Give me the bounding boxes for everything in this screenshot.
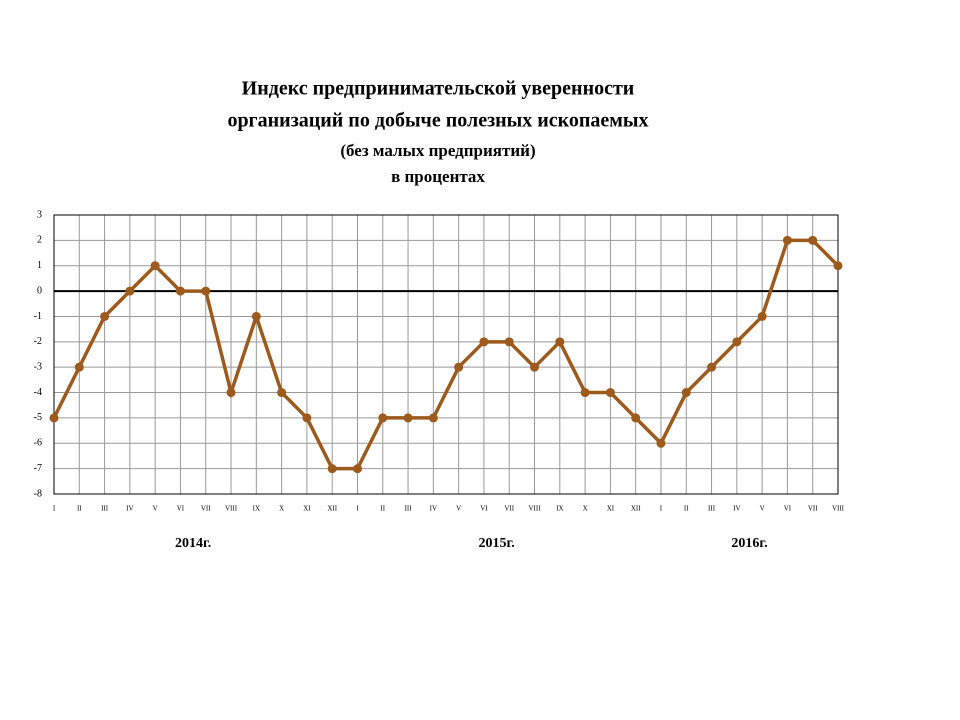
y-tick-label: -8 [34,488,42,499]
x-tick-label: VII [808,505,818,513]
y-tick-label: -6 [34,438,42,449]
x-tick-label: X [279,505,284,513]
y-tick-label: -4 [34,387,42,398]
x-tick-label: III [708,505,716,513]
x-tick-label: XII [327,505,337,513]
data-point [808,235,818,245]
plot-border [53,214,839,495]
data-point [100,311,110,321]
y-tick-label: 2 [37,235,42,246]
y-tick-label: -7 [34,463,42,474]
data-point [226,388,236,398]
x-tick-label: VIII [225,505,238,513]
data-point [150,261,160,271]
x-tick-label: X [583,505,588,513]
data-point [782,235,792,245]
x-tick-label: IV [430,505,437,513]
data-point [352,464,362,474]
x-tick-label: III [405,505,413,513]
data-point [732,337,742,347]
data-point [757,311,767,321]
x-tick-label: I [53,505,56,513]
year-label: 2016г. [731,536,767,551]
y-tick-label: -1 [34,311,42,322]
data-point [428,413,438,423]
data-point [555,337,565,347]
data-point [302,413,312,423]
x-tick-label: XI [303,505,311,513]
x-tick-label: V [760,505,765,513]
data-point [580,388,590,398]
x-tick-label: VI [480,505,488,513]
data-point [125,286,135,296]
data-point [631,413,641,423]
x-tick-label: VI [177,505,185,513]
chart-title: организаций по добыче полезных ископаемы… [227,110,648,132]
x-tick-label: XI [607,505,615,513]
data-point [504,337,514,347]
x-tick-label: II [684,505,689,513]
y-tick-label: -3 [34,361,42,372]
year-label: 2014г. [175,536,211,551]
y-tick-label: 1 [37,260,42,271]
data-point [656,438,666,448]
data-point [327,464,337,474]
x-tick-label: II [77,505,82,513]
x-tick-label: III [101,505,109,513]
x-tick-label: II [380,505,385,513]
data-point [454,362,464,372]
y-tick-label: 3 [37,209,42,220]
x-tick-label: VII [504,505,514,513]
data-point [681,388,691,398]
x-tick-label: VIII [832,505,845,513]
y-tick-label: -2 [34,336,42,347]
x-tick-label: IV [126,505,133,513]
x-tick-label: VIII [528,505,541,513]
y-tick-label: 0 [37,285,42,296]
x-tick-label: V [456,505,461,513]
data-point [175,286,185,296]
data-point [403,413,413,423]
data-point [378,413,388,423]
year-label: 2015г. [478,536,514,551]
data-point [479,337,489,347]
x-tick-label: VII [201,505,211,513]
data-point [833,261,843,271]
x-tick-label: VI [784,505,792,513]
data-point [251,311,261,321]
x-tick-label: V [153,505,158,513]
chart-subtitle: (без малых предприятий) [340,141,535,160]
x-tick-label: XII [631,505,641,513]
units: в процентах [391,167,485,186]
data-point [707,362,717,372]
data-point [277,388,287,398]
chart-title: Индекс предпринимательской уверенности [242,78,635,100]
x-tick-label: I [660,505,663,513]
data-point [201,286,211,296]
data-point [530,362,540,372]
data-point [605,388,615,398]
x-tick-label: IV [733,505,740,513]
x-tick-label: I [356,505,359,513]
data-line [52,238,840,471]
y-tick-label: -5 [34,412,42,423]
x-tick-label: IX [556,505,563,513]
data-point [49,413,59,423]
x-tick-label: IX [253,505,260,513]
data-point [74,362,84,372]
